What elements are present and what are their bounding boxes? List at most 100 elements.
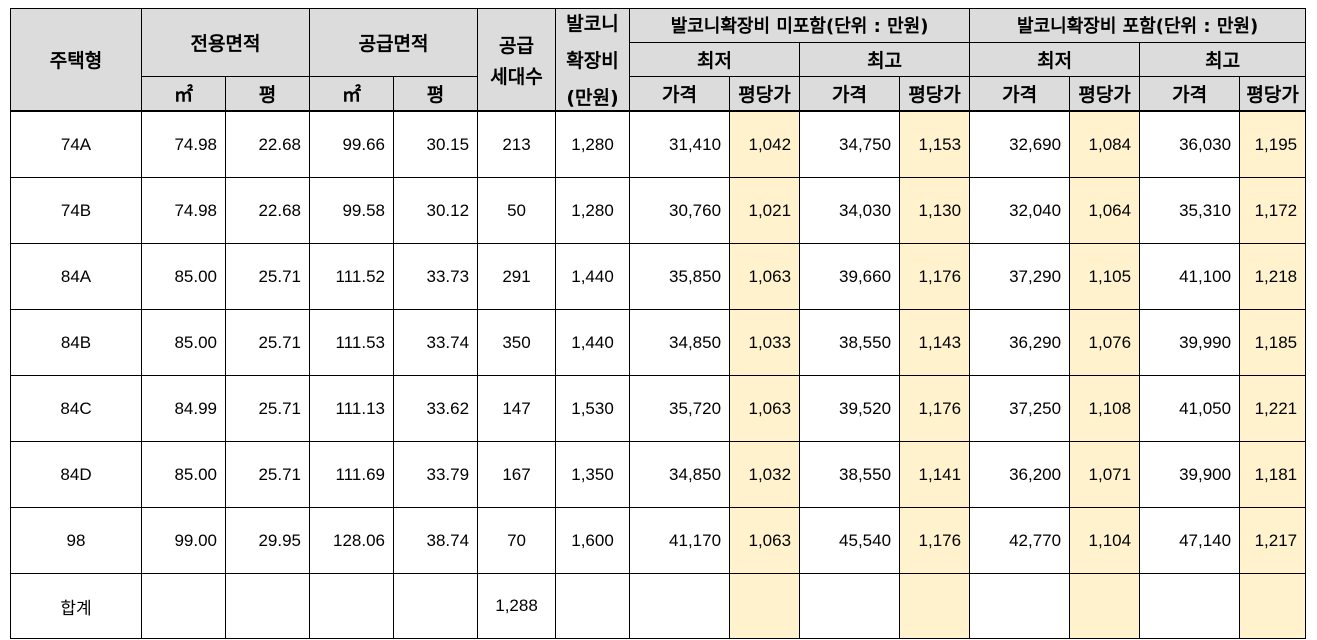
cell-incl-max-price: 36,030 [1139, 110, 1241, 178]
cell-balcony-fee: 1,280 [555, 177, 631, 244]
cell-supply-units: 350 [477, 309, 557, 376]
cell-excl-max-per-pyeong: 1,176 [899, 375, 971, 442]
cell-incl-max-per-pyeong: 1,185 [1239, 309, 1307, 376]
table-row: 84B 85.00 25.71 111.53 33.74 350 1,440 3… [10, 309, 1307, 376]
cell-incl-max-price: 47,140 [1139, 507, 1241, 574]
cell-excl-max-price: 34,030 [799, 177, 901, 244]
header-excl-min-price: 가격 [629, 75, 731, 112]
cell-exclusive-sqm: 85.00 [141, 441, 226, 508]
cell-incl-max-per-pyeong: 1,172 [1239, 177, 1307, 244]
cell-exclusive-pyeong: 22.68 [224, 177, 311, 244]
cell-incl-min-price: 32,690 [969, 110, 1071, 178]
cell-balcony-fee: 1,350 [555, 441, 631, 508]
cell-excl-min-price: 31,410 [629, 110, 731, 178]
cell-excl-max-per-pyeong: 1,176 [899, 507, 971, 574]
cell-incl-min-price: 37,290 [969, 243, 1071, 310]
cell-excl-max-per-pyeong: 1,130 [899, 177, 971, 244]
header-balcony-fee-line1: 발코니 [566, 13, 619, 35]
header-excl-max-price: 가격 [799, 75, 901, 112]
cell-excl-min-price: 30,760 [629, 177, 731, 244]
cell-supply-sqm: 111.69 [309, 441, 395, 508]
cell-type: 74B [10, 177, 142, 244]
cell-type: 84D [10, 441, 142, 508]
cell-exclusive-sqm: 74.98 [141, 110, 226, 178]
cell-incl-max-per-pyeong: 1,221 [1239, 375, 1307, 442]
table-row: 84A 85.00 25.71 111.52 33.73 291 1,440 3… [10, 243, 1307, 310]
cell-type: 98 [10, 507, 142, 574]
cell-empty-highlight [1239, 573, 1307, 639]
cell-empty [1139, 573, 1241, 639]
cell-incl-min-per-pyeong: 1,084 [1069, 110, 1141, 178]
cell-excl-min-per-pyeong: 1,042 [729, 110, 801, 178]
cell-excl-min-per-pyeong: 1,063 [729, 507, 801, 574]
cell-exclusive-pyeong: 25.71 [224, 441, 311, 508]
table-row: 74A 74.98 22.68 99.66 30.15 213 1,280 31… [10, 110, 1307, 178]
cell-balcony-fee: 1,530 [555, 375, 631, 442]
cell-exclusive-pyeong: 25.71 [224, 243, 311, 310]
header-exclusive-area: 전용면적 [140, 8, 311, 77]
cell-empty [141, 573, 226, 639]
cell-supply-units: 167 [477, 441, 557, 508]
cell-incl-min-price: 42,770 [969, 507, 1071, 574]
cell-incl-max-per-pyeong: 1,217 [1239, 507, 1307, 574]
cell-incl-min-per-pyeong: 1,064 [1069, 177, 1141, 244]
table-row: 74B 74.98 22.68 99.58 30.12 50 1,280 30,… [10, 177, 1307, 244]
cell-supply-sqm: 111.13 [309, 375, 395, 442]
cell-exclusive-pyeong: 25.71 [224, 375, 311, 442]
apartment-price-table: 주택형 전용면적 공급면적 공급 세대수 발코니 확장비 (만원) 발코니확장비… [10, 8, 1307, 639]
header-supply-sqm: ㎡ [309, 75, 395, 112]
cell-supply-sqm: 99.66 [309, 110, 395, 178]
cell-supply-units: 291 [477, 243, 557, 310]
cell-incl-min-per-pyeong: 1,071 [1069, 441, 1141, 508]
header-exclusive-sqm: ㎡ [141, 75, 226, 112]
cell-empty [629, 573, 731, 639]
cell-excl-min-price: 41,170 [629, 507, 731, 574]
cell-excl-min-per-pyeong: 1,063 [729, 243, 801, 310]
cell-exclusive-sqm: 84.99 [141, 375, 226, 442]
cell-incl-max-price: 35,310 [1139, 177, 1241, 244]
cell-excl-min-price: 34,850 [629, 441, 731, 508]
cell-empty-highlight [899, 573, 971, 639]
cell-excl-max-per-pyeong: 1,153 [899, 110, 971, 178]
cell-supply-pyeong: 33.74 [393, 309, 479, 376]
cell-balcony-fee: 1,280 [555, 110, 631, 178]
cell-supply-units: 70 [477, 507, 557, 574]
header-excl-max: 최고 [799, 41, 971, 77]
header-incl-min: 최저 [969, 41, 1141, 77]
header-incl-max-per-pyeong: 평당가 [1239, 75, 1307, 112]
cell-type: 74A [10, 110, 142, 178]
cell-incl-max-per-pyeong: 1,195 [1239, 110, 1307, 178]
header-incl-max-price: 가격 [1139, 75, 1241, 112]
header-incl-max: 최고 [1139, 41, 1307, 77]
cell-incl-max-price: 41,100 [1139, 243, 1241, 310]
cell-supply-pyeong: 38.74 [393, 507, 479, 574]
cell-supply-units: 50 [477, 177, 557, 244]
cell-excl-min-per-pyeong: 1,021 [729, 177, 801, 244]
cell-supply-pyeong: 30.12 [393, 177, 479, 244]
header-supply-units: 공급 세대수 [477, 8, 557, 112]
cell-total-units: 1,288 [477, 573, 557, 639]
cell-empty-highlight [729, 573, 801, 639]
cell-empty [224, 573, 311, 639]
cell-excl-max-price: 38,550 [799, 441, 901, 508]
cell-incl-min-price: 36,290 [969, 309, 1071, 376]
cell-incl-min-per-pyeong: 1,108 [1069, 375, 1141, 442]
cell-incl-max-per-pyeong: 1,218 [1239, 243, 1307, 310]
cell-balcony-fee: 1,440 [555, 243, 631, 310]
cell-supply-sqm: 99.58 [309, 177, 395, 244]
cell-empty [969, 573, 1071, 639]
cell-excl-max-per-pyeong: 1,143 [899, 309, 971, 376]
cell-excl-max-per-pyeong: 1,176 [899, 243, 971, 310]
cell-empty [555, 573, 631, 639]
cell-excl-min-price: 35,850 [629, 243, 731, 310]
header-excl-balcony-group: 발코니확장비 미포함(단위 : 만원) [629, 8, 971, 43]
header-exclusive-pyeong: 평 [224, 75, 311, 112]
header-incl-balcony-group: 발코니확장비 포함(단위 : 만원) [969, 8, 1307, 43]
header-excl-min-per-pyeong: 평당가 [729, 75, 801, 112]
cell-type: 84B [10, 309, 142, 376]
cell-exclusive-sqm: 85.00 [141, 243, 226, 310]
cell-supply-pyeong: 33.62 [393, 375, 479, 442]
cell-supply-units: 213 [477, 110, 557, 178]
cell-excl-max-price: 39,660 [799, 243, 901, 310]
cell-empty-highlight [1069, 573, 1141, 639]
